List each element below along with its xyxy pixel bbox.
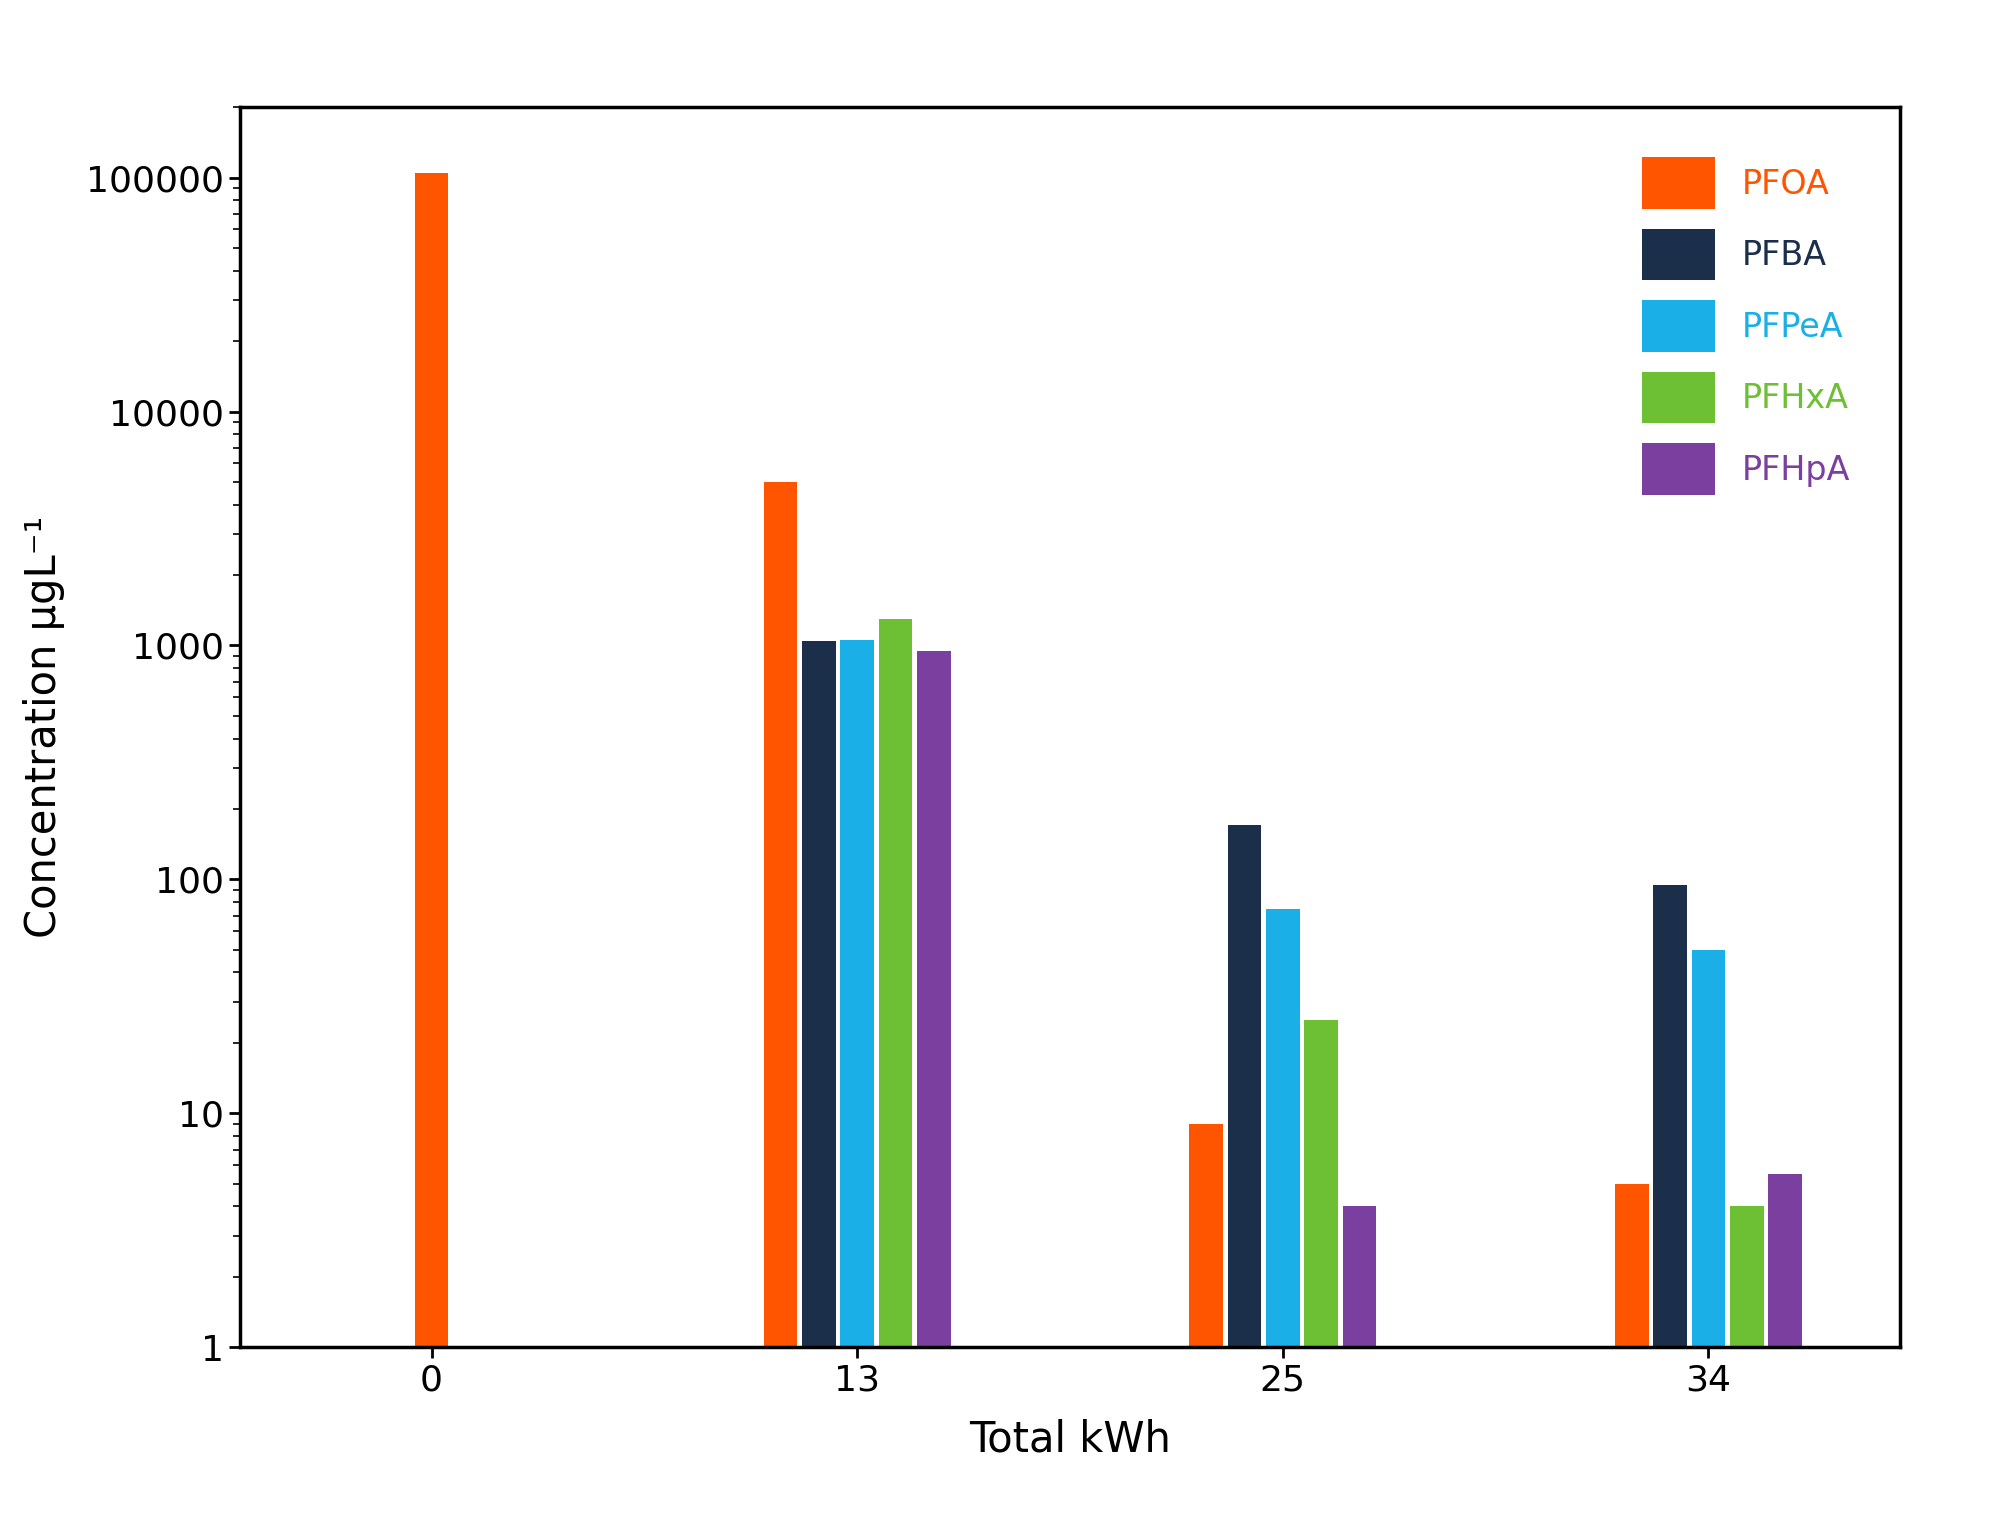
Bar xyxy=(840,640,874,1531)
Bar xyxy=(1768,1174,1802,1531)
Bar xyxy=(1266,908,1300,1531)
Bar xyxy=(1654,885,1688,1531)
Legend: PFOA, PFBA, PFPeA, PFHxA, PFHpA: PFOA, PFBA, PFPeA, PFHxA, PFHpA xyxy=(1608,124,1884,528)
Bar xyxy=(802,640,836,1531)
Bar xyxy=(1614,1183,1648,1531)
Bar xyxy=(1190,1124,1224,1531)
Y-axis label: Concentration μgL⁻¹: Concentration μgL⁻¹ xyxy=(24,516,66,939)
Bar xyxy=(764,482,798,1531)
Bar xyxy=(1692,949,1726,1531)
Bar xyxy=(1730,1206,1764,1531)
Bar xyxy=(878,619,912,1531)
Bar xyxy=(1304,1020,1338,1531)
Bar xyxy=(916,651,950,1531)
Bar xyxy=(414,173,448,1531)
X-axis label: Total kWh: Total kWh xyxy=(970,1418,1170,1461)
Bar xyxy=(1342,1206,1376,1531)
Bar xyxy=(1228,825,1262,1531)
